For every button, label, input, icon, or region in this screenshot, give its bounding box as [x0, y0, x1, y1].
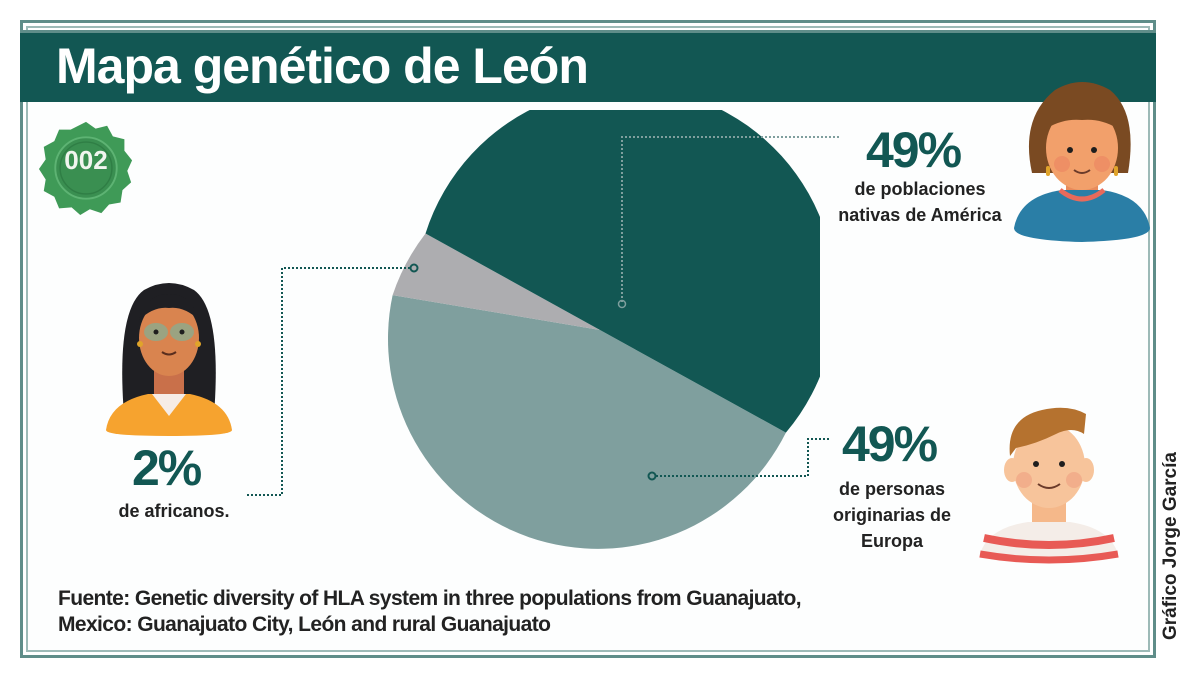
percent-europa: 49%	[842, 416, 938, 472]
desc-america: de poblaciones nativas de América	[838, 179, 1002, 225]
pie-slice-america	[425, 110, 820, 433]
outer-frame	[20, 20, 1156, 658]
pie-slice-africa	[392, 233, 600, 330]
desc-africa: de africanos.	[118, 501, 230, 521]
percent-africa: 2%	[132, 440, 202, 496]
wax-seal-icon	[38, 121, 133, 216]
graphic-credit: Gráfico Jorge García	[1160, 452, 1181, 640]
title-banner	[20, 30, 1156, 102]
pie-chart	[387, 110, 820, 549]
avatar-woman-africa-icon	[106, 283, 232, 436]
avatar-woman-america-icon	[1014, 82, 1150, 242]
source-citation: Fuente: Genetic diversity of HLA system …	[58, 587, 802, 636]
percent-america: 49%	[866, 122, 962, 178]
avatar-man-europa-icon	[979, 407, 1119, 564]
pie-slice-europa	[387, 295, 786, 549]
desc-europa: de personas originarias de Europa	[832, 479, 952, 551]
page-title: Mapa genético de León	[56, 38, 589, 94]
badge-number: 002	[64, 145, 108, 175]
